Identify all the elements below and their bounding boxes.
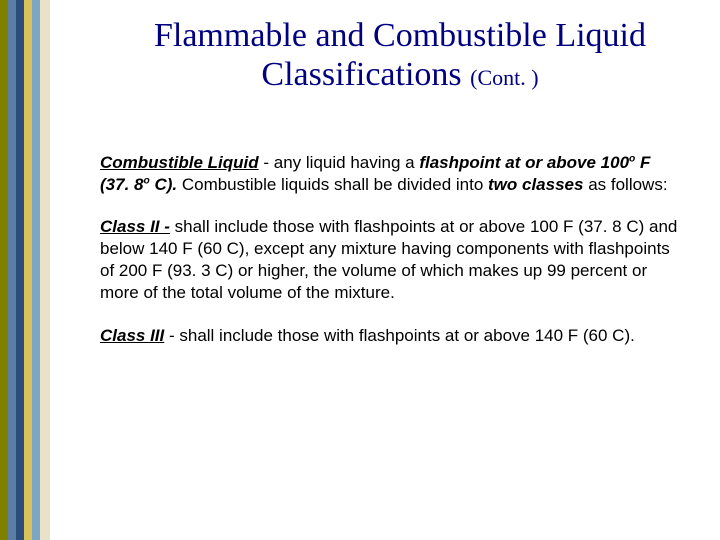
slide-title: Flammable and Combustible Liquid Classif… <box>110 16 690 94</box>
p2-head: Class II - <box>100 217 170 236</box>
p1-dash: - any liquid having a <box>259 153 420 172</box>
p2-body: shall include those with flashpoints at … <box>100 217 677 302</box>
p1-rest1: Combustible liquids shall be divided int… <box>177 175 488 194</box>
paragraph-2: Class II - shall include those with flas… <box>100 216 680 304</box>
p1-flashpoint: flashpoint at or above 100 <box>419 153 629 172</box>
stripe-6 <box>40 0 50 540</box>
stripe-1 <box>0 0 8 540</box>
slide-body: Combustible Liquid - any liquid having a… <box>100 152 680 367</box>
stripe-5 <box>32 0 40 540</box>
paragraph-1: Combustible Liquid - any liquid having a… <box>100 152 680 196</box>
p1-c: C). <box>150 175 177 194</box>
p1-term: Combustible Liquid <box>100 153 259 172</box>
p1-two-classes: two classes <box>488 175 583 194</box>
p3-head: Class III <box>100 326 164 345</box>
p3-body: - shall include those with flashpoints a… <box>164 326 635 345</box>
title-line2: Classifications <box>261 56 470 93</box>
stripe-3 <box>16 0 24 540</box>
paragraph-3: Class III - shall include those with fla… <box>100 325 680 347</box>
p1-rest2: as follows: <box>583 175 667 194</box>
stripe-4 <box>24 0 32 540</box>
stripe-2 <box>8 0 16 540</box>
title-cont: (Cont. ) <box>470 65 538 90</box>
title-line1: Flammable and Combustible Liquid <box>154 17 646 54</box>
slide: Flammable and Combustible Liquid Classif… <box>0 0 720 540</box>
